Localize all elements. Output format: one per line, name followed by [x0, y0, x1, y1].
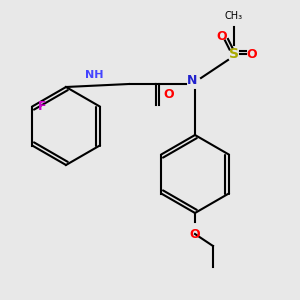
Text: N: N [187, 74, 197, 88]
Text: F: F [38, 100, 47, 113]
Text: O: O [247, 47, 257, 61]
Text: O: O [217, 29, 227, 43]
Text: CH₃: CH₃ [225, 11, 243, 21]
Text: NH: NH [85, 70, 104, 80]
Text: O: O [190, 228, 200, 241]
Text: O: O [164, 88, 174, 101]
Text: S: S [229, 47, 239, 61]
